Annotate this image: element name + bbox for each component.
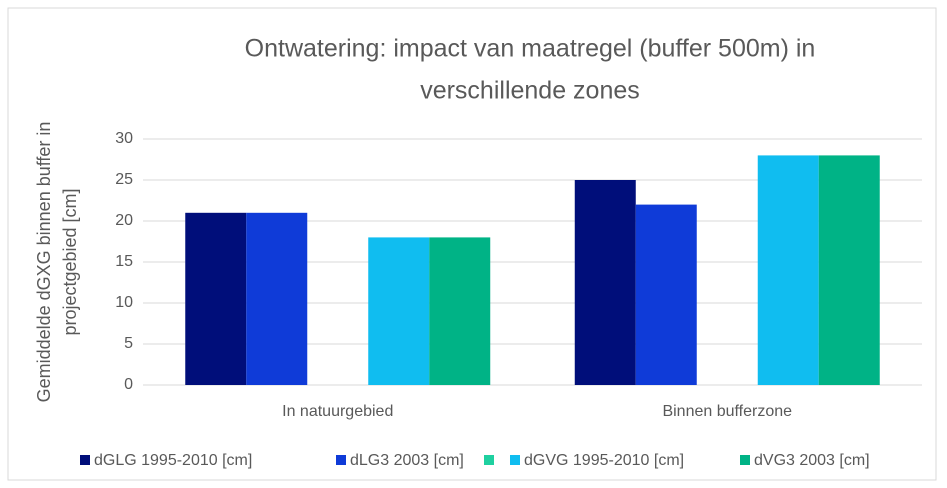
legend-swatch bbox=[336, 455, 346, 465]
legend-swatch bbox=[80, 455, 90, 465]
bar bbox=[185, 212, 247, 385]
legend-swatch bbox=[740, 455, 750, 465]
bar bbox=[818, 155, 880, 385]
legend-label: dGLG 1995-2010 [cm] bbox=[94, 452, 252, 469]
legend-label: dLG3 2003 [cm] bbox=[350, 452, 464, 469]
y-tick-label: 20 bbox=[115, 212, 133, 229]
bar bbox=[635, 204, 697, 385]
bar bbox=[368, 237, 430, 385]
bar bbox=[246, 212, 308, 385]
legend-label: dVG3 2003 [cm] bbox=[754, 452, 870, 469]
bar bbox=[757, 155, 819, 385]
y-tick-label: 5 bbox=[124, 335, 133, 352]
chart-title: verschillende zones bbox=[420, 77, 640, 105]
chart-title: Ontwatering: impact van maatregel (buffe… bbox=[245, 35, 816, 63]
y-tick-label: 25 bbox=[115, 171, 133, 188]
x-tick-label: In natuurgebied bbox=[282, 403, 393, 420]
y-tick-label: 15 bbox=[115, 253, 133, 270]
legend-swatch bbox=[510, 455, 520, 465]
x-tick-label: Binnen bufferzone bbox=[662, 403, 792, 420]
y-tick-label: 30 bbox=[115, 130, 133, 147]
y-axis-label: projectgebied [cm] bbox=[60, 188, 80, 335]
y-axis-label: Gemiddelde dGXG binnen buffer in bbox=[34, 122, 54, 403]
y-tick-label: 10 bbox=[115, 294, 133, 311]
bar bbox=[429, 237, 491, 385]
y-tick-label: 0 bbox=[124, 376, 133, 393]
legend-label: dGVG 1995-2010 [cm] bbox=[524, 452, 684, 469]
bar bbox=[574, 180, 636, 385]
legend-swatch bbox=[484, 455, 494, 465]
